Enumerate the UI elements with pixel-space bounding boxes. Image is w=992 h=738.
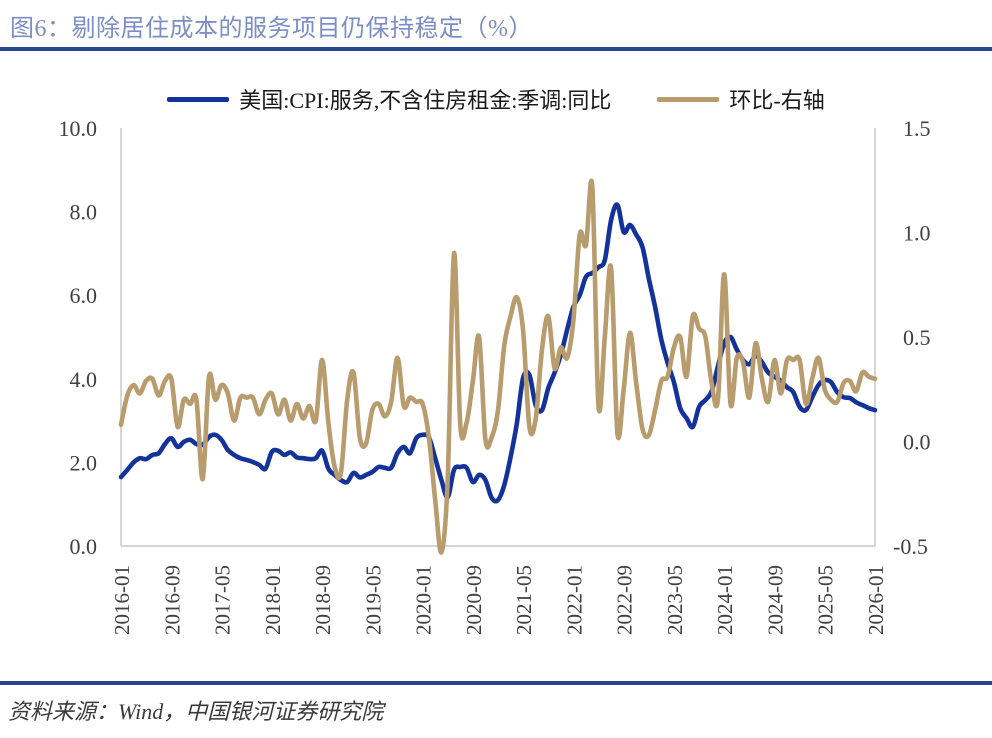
y-axis-label-left: 0.0 (70, 534, 98, 559)
footer-divider (0, 681, 992, 685)
series-line-yoy (118, 202, 878, 504)
y-axis-label-right: 0.0 (903, 430, 931, 455)
legend-item-mom: 环比-右轴 (657, 83, 825, 115)
series-line-mom (118, 178, 878, 555)
title-divider (0, 47, 992, 51)
y-axis-label-left: 10.0 (59, 116, 98, 141)
y-axis-label-left: 2.0 (70, 450, 98, 475)
figure-title: 图6：剔除居住成本的服务项目仍保持稳定（%） (10, 16, 533, 42)
x-axis-label: 2016-01 (110, 565, 134, 635)
x-axis-label: 2026-01 (864, 565, 888, 635)
legend-label-yoy: 美国:CPI:服务,不含住房租金:季调:同比 (239, 88, 612, 113)
y-axis-label-left: 8.0 (70, 200, 98, 225)
x-axis-label: 2021-05 (512, 565, 536, 635)
legend-label-mom: 环比-右轴 (729, 88, 825, 113)
x-axis-label: 2016-09 (160, 565, 184, 635)
y-axis-label-left: 4.0 (70, 367, 98, 392)
y-axis-label-left: 6.0 (70, 283, 98, 308)
y-axis-label-right: 0.5 (903, 325, 931, 350)
x-axis-label: 2022-01 (562, 565, 586, 635)
x-axis-label: 2017-05 (211, 565, 235, 635)
chart-legend: 美国:CPI:服务,不含住房租金:季调:同比 环比-右轴 (0, 83, 992, 115)
x-axis-label: 2019-05 (361, 565, 385, 635)
x-axis-label: 2020-09 (462, 565, 486, 635)
x-axis-label: 2024-09 (763, 565, 787, 635)
source-note: 资料来源：Wind，中国银河证券研究院 (8, 699, 384, 724)
mom-line-swatch (657, 96, 720, 102)
x-axis-label: 2018-01 (261, 565, 285, 635)
x-axis-label: 2020-01 (412, 565, 436, 635)
yoy-line-swatch (167, 96, 230, 102)
x-axis-label: 2024-01 (713, 565, 737, 635)
y-axis-label-right: 1.0 (903, 221, 931, 246)
x-axis-label: 2023-05 (663, 565, 687, 635)
x-axis-label: 2022-09 (613, 565, 637, 635)
legend-item-yoy: 美国:CPI:服务,不含住房租金:季调:同比 (167, 83, 611, 115)
x-axis-label: 2018-09 (311, 565, 335, 635)
y-axis-label-right: -0.5 (893, 534, 928, 559)
x-axis-label: 2025-05 (814, 565, 838, 635)
y-axis-label-right: 1.5 (903, 116, 931, 141)
